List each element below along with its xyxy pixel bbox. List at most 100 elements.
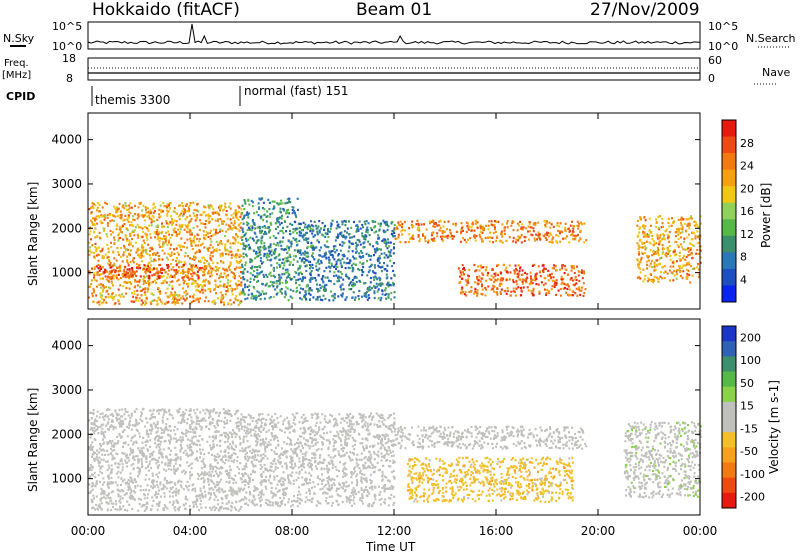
power-echo-cell (129, 241, 132, 244)
power-echo-cell (570, 276, 573, 280)
velocity-echo-cell (98, 416, 101, 419)
power-echo-cell (207, 249, 210, 252)
power-echo-cell (259, 227, 261, 230)
power-echo-cell (284, 290, 287, 293)
power-echo-cell (103, 270, 106, 273)
power-echo-cell (249, 236, 252, 239)
power-echo-cell (361, 255, 364, 258)
power-echo-cell (652, 240, 655, 243)
power-echo-cell (367, 253, 370, 256)
power-echo-cell (354, 296, 357, 299)
power-echo-cell (246, 224, 249, 227)
power-echo-cell (190, 217, 193, 221)
power-echo-cell (315, 268, 318, 271)
power-echo-cell (358, 240, 361, 243)
power-echo-cell (167, 210, 170, 213)
power-echo-cell (263, 292, 265, 295)
power-echo-cell (316, 239, 319, 242)
power-echo-cell (275, 244, 278, 247)
power-echo-cell (147, 229, 150, 232)
power-echo-cell (573, 284, 576, 287)
power-echo-cell (311, 256, 314, 259)
power-echo-cell (512, 279, 515, 282)
power-echo-cell (341, 257, 344, 260)
power-echo-cell (269, 236, 272, 239)
power-echo-cell (198, 237, 201, 241)
power-echo-cell (640, 258, 642, 261)
power-echo-cell (195, 264, 197, 267)
power-echo-cell (384, 293, 387, 296)
power-echo-cell (170, 251, 173, 254)
power-echo-cell (156, 238, 159, 241)
velocity-echo-cell (112, 505, 115, 509)
power-echo-cell (95, 250, 98, 253)
power-echo-cell (104, 201, 107, 204)
power-echo-cell (283, 273, 286, 276)
power-echo-cell (657, 278, 659, 281)
power-echo-cell (92, 206, 95, 210)
power-echo-cell (387, 225, 390, 228)
power-echo-cell (644, 252, 646, 255)
power-echo-cell (101, 247, 104, 250)
power-echo-cell (353, 277, 356, 280)
velocity-echo-cell (97, 504, 100, 508)
power-echo-cell (172, 295, 175, 298)
power-echo-cell (569, 234, 572, 237)
power-echo-cell (255, 250, 258, 254)
power-echo-cell (460, 274, 463, 277)
power-echo-cell (342, 234, 345, 237)
power-echo-cell (88, 208, 91, 211)
velocity-echo-cell (169, 435, 172, 438)
power-echo-cell (246, 211, 249, 214)
power-echo-cell (309, 287, 312, 290)
power-echo-cell (533, 237, 536, 240)
velocity-echo-cell (137, 467, 140, 470)
power-echo-cell (189, 277, 192, 280)
power-echo-cell (171, 285, 174, 288)
power-echo-cell (171, 287, 174, 290)
power-echo-cell (443, 220, 446, 224)
power-echo-cell (167, 241, 170, 244)
power-echo-cell (457, 267, 460, 270)
power-echo-cell (269, 296, 272, 299)
power-echo-cell (687, 222, 690, 226)
power-echo-cell (528, 230, 531, 233)
power-echo-cell (573, 271, 576, 275)
power-echo-cell (129, 254, 131, 257)
power-echo-cell (236, 284, 239, 287)
power-echo-cell (581, 277, 584, 280)
power-echo-cell (162, 225, 165, 228)
velocity-echo-cell (168, 490, 171, 493)
velocity-echo-cell (224, 454, 227, 457)
power-echo-cell (227, 274, 230, 277)
power-echo-cell (364, 292, 367, 295)
power-echo-cell (394, 228, 397, 231)
power-echo-cell (578, 286, 581, 289)
velocity-echo-cell (197, 422, 200, 426)
power-echo-cell (298, 222, 301, 225)
power-echo-cell (667, 221, 670, 225)
power-echo-cell (433, 225, 436, 228)
power-echo-cell (309, 225, 312, 228)
power-echo-cell (147, 280, 150, 283)
power-echo-cell (182, 282, 185, 285)
power-echo-cell (265, 256, 268, 259)
power-echo-cell (641, 225, 644, 228)
power-echo-cell (355, 251, 357, 254)
power-echo-cell (134, 280, 137, 283)
power-echo-cell (363, 237, 366, 240)
velocity-echo-cell (201, 438, 204, 441)
velocity-echo-cell (224, 410, 227, 413)
power-echo-cell (379, 282, 382, 285)
power-echo-cell (171, 223, 173, 226)
power-echo-cell (93, 291, 95, 294)
power-echo-cell (111, 231, 114, 234)
power-echo-cell (224, 246, 226, 249)
power-echo-cell (637, 247, 640, 250)
power-echo-cell (316, 227, 319, 230)
power-echo-cell (150, 302, 153, 305)
power-echo-cell (130, 282, 133, 285)
velocity-echo-cell (95, 481, 98, 484)
power-echo-cell (156, 228, 159, 232)
power-echo-cell (239, 282, 242, 286)
